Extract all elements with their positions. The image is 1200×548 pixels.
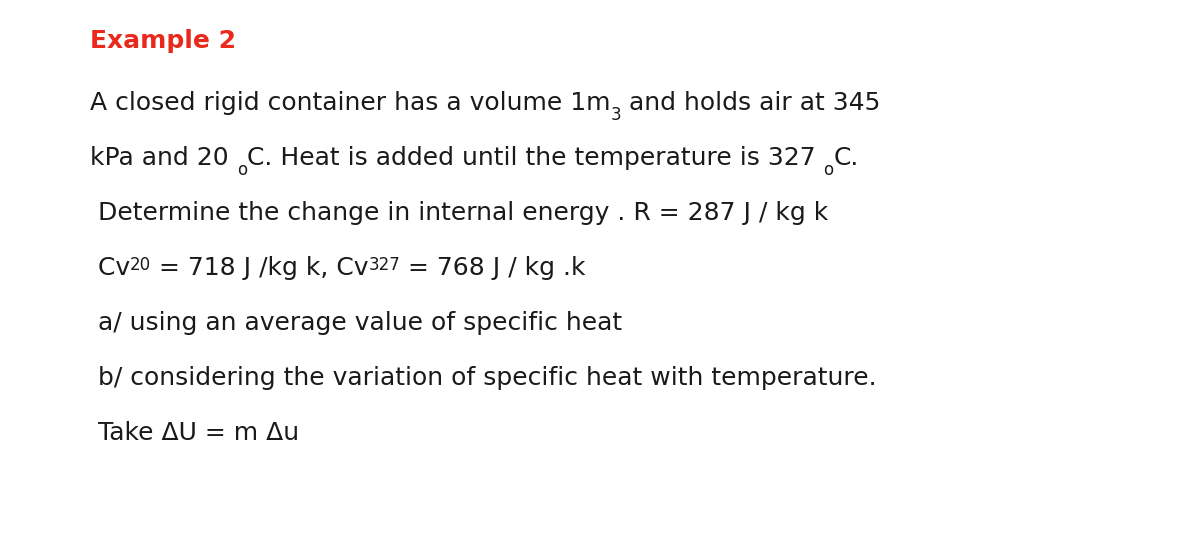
Text: C.: C.	[834, 146, 859, 170]
Text: Determine the change in internal energy . R = 287 J / kg k: Determine the change in internal energy …	[90, 201, 828, 225]
Text: = 768 J / kg .k: = 768 J / kg .k	[401, 256, 586, 280]
Text: = 718 J /kg k, Cv: = 718 J /kg k, Cv	[151, 256, 368, 280]
Text: a/ using an average value of specific heat: a/ using an average value of specific he…	[90, 311, 622, 335]
Text: b/ considering the variation of specific heat with temperature.: b/ considering the variation of specific…	[90, 366, 877, 390]
Text: 3: 3	[611, 106, 622, 124]
Text: 20: 20	[130, 256, 151, 274]
Text: 327: 327	[368, 256, 401, 274]
Text: Example 2: Example 2	[90, 29, 236, 53]
Text: C. Heat is added until the temperature is 327: C. Heat is added until the temperature i…	[247, 146, 823, 170]
Text: Cv: Cv	[90, 256, 130, 280]
Text: o: o	[823, 161, 834, 179]
Text: A closed rigid container has a volume 1m: A closed rigid container has a volume 1m	[90, 91, 611, 115]
Text: o: o	[236, 161, 247, 179]
Text: Take ΔU = m Δu: Take ΔU = m Δu	[90, 421, 299, 445]
Text: and holds air at 345: and holds air at 345	[622, 91, 881, 115]
Text: kPa and 20: kPa and 20	[90, 146, 236, 170]
